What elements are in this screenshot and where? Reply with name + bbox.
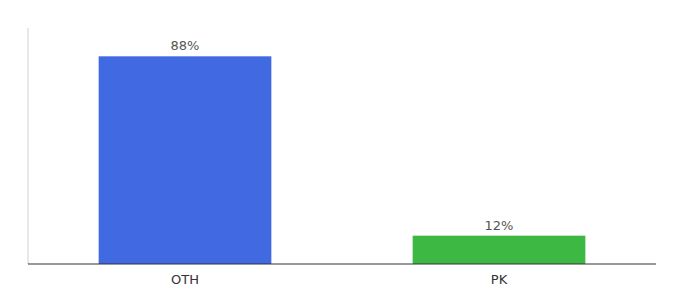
chart: OTH PK 88% 12% (0, 0, 680, 300)
bar (99, 56, 272, 264)
chart-container: OTH PK 88% 12% (0, 0, 680, 300)
x-axis-line (28, 264, 656, 265)
x-tick-label: OTH (171, 272, 199, 287)
data-label: 12% (485, 218, 514, 233)
plot-area: OTH PK 88% 12% (28, 28, 656, 287)
bars (99, 56, 586, 264)
bar (413, 236, 586, 264)
y-axis-line (28, 28, 29, 264)
x-tick-label: PK (491, 272, 508, 287)
data-label: 88% (171, 38, 200, 53)
